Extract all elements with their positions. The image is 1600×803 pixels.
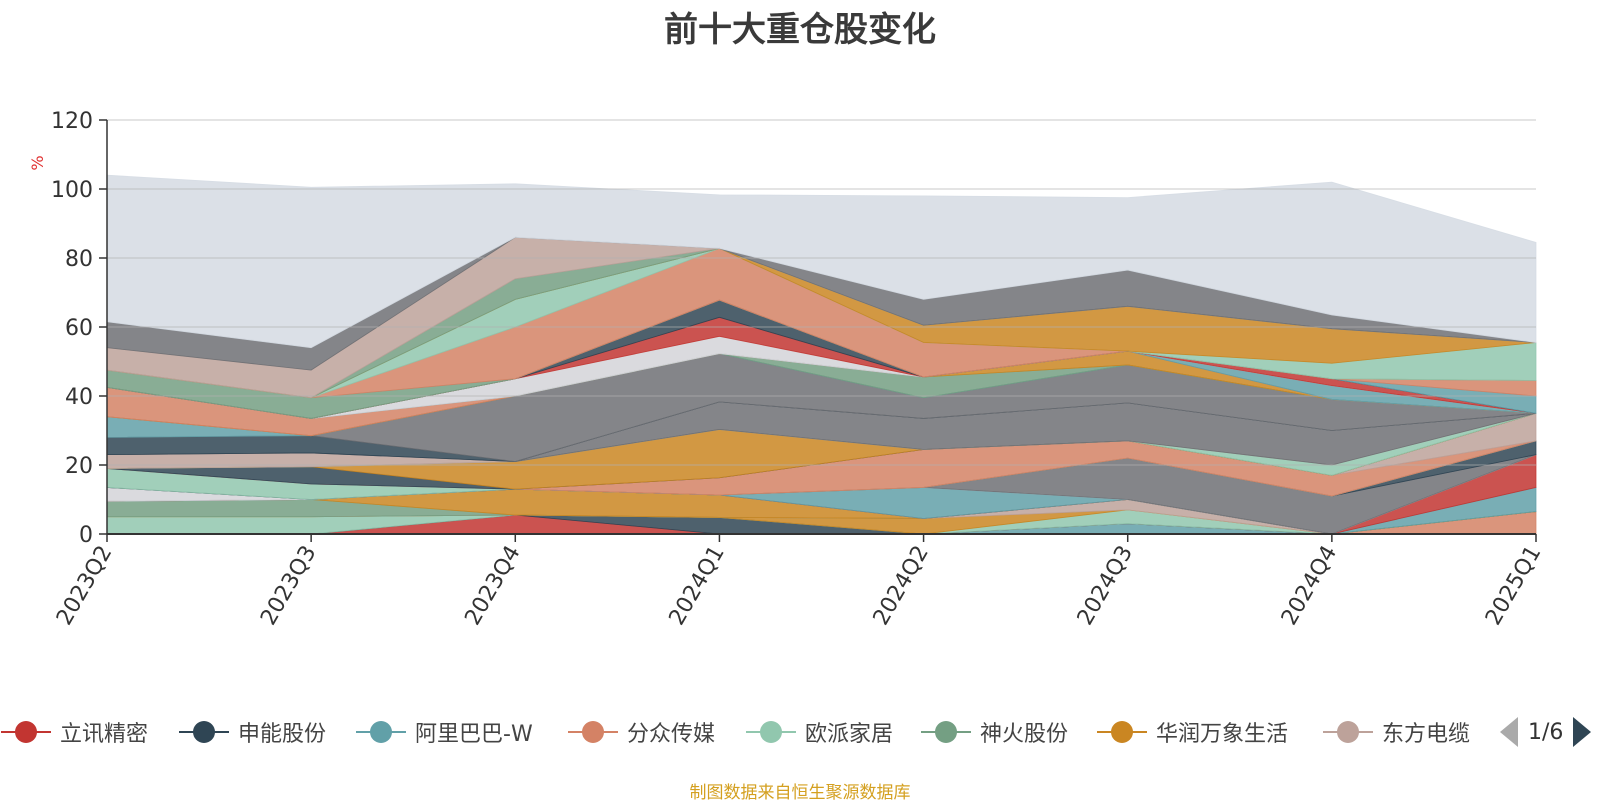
y-tick-label-100: 100 [51, 178, 93, 203]
source-note: 制图数据来自恒生聚源数据库 [689, 783, 911, 803]
legend-marker-icon [1322, 712, 1374, 752]
legend-marker-icon [920, 712, 972, 752]
legend-item-2[interactable]: 申能股份 [178, 712, 326, 752]
legend-item-1[interactable]: 立讯精密 [0, 712, 148, 752]
x-tick-label-2024Q1: 2024Q1 [665, 542, 730, 630]
legend-item-8[interactable]: 东方电缆 [1322, 712, 1470, 752]
triangle-right-icon[interactable] [1573, 717, 1592, 747]
legend-pager: 1/6 [1500, 712, 1592, 752]
legend-label: 神火股份 [980, 722, 1069, 747]
legend-page-indicator: 1/6 [1528, 719, 1564, 745]
legend-label: 东方电缆 [1382, 722, 1471, 747]
legend-label: 欧派家居 [805, 722, 894, 747]
area-series-43 [106, 174, 1537, 349]
y-tick-label-80: 80 [65, 247, 93, 272]
y-tick-label-120: 120 [51, 109, 93, 134]
legend-item-6[interactable]: 神火股份 [920, 712, 1068, 752]
legend-marker-icon [178, 712, 230, 752]
legend-label: 立讯精密 [60, 722, 149, 747]
legend-marker-icon [0, 712, 52, 752]
legend-marker-icon [745, 712, 797, 752]
legend-label: 申能股份 [238, 722, 327, 747]
legend-item-5[interactable]: 欧派家居 [745, 712, 893, 752]
x-tick-label-2023Q3: 2023Q3 [256, 542, 321, 630]
x-tick-label-2024Q3: 2024Q3 [1073, 542, 1138, 630]
x-tick-label-2023Q4: 2023Q4 [460, 542, 525, 630]
legend-label: 分众传媒 [627, 722, 716, 747]
legend-label: 华润万象生活 [1156, 722, 1289, 747]
triangle-left-icon[interactable] [1500, 717, 1518, 747]
chart-legend: 立讯精密 申能股份 阿里巴巴-W 分众传媒 欧派家居 神火股份 华润万象生活 东方电缆 [0, 712, 1600, 752]
legend-item-7[interactable]: 华润万象生活 [1096, 712, 1288, 752]
y-tick-label-0: 0 [79, 523, 93, 548]
chart-title: 前十大重仓股变化 [664, 10, 936, 50]
x-tick-label-2023Q2: 2023Q2 [52, 542, 117, 630]
y-axis-label: % [28, 155, 47, 170]
x-tick-label-2024Q4: 2024Q4 [1277, 542, 1342, 630]
y-tick-label-40: 40 [65, 385, 93, 410]
legend-marker-icon [1096, 712, 1148, 752]
x-tick-label-2025Q1: 2025Q1 [1481, 542, 1546, 630]
legend-item-4[interactable]: 分众传媒 [567, 712, 715, 752]
legend-item-3[interactable]: 阿里巴巴-W [355, 712, 533, 752]
legend-marker-icon [355, 712, 407, 752]
legend-label: 阿里巴巴-W [415, 722, 533, 747]
y-tick-label-60: 60 [65, 316, 93, 341]
x-tick-label-2024Q2: 2024Q2 [869, 542, 934, 630]
legend-marker-icon [567, 712, 619, 752]
y-tick-label-20: 20 [65, 454, 93, 479]
